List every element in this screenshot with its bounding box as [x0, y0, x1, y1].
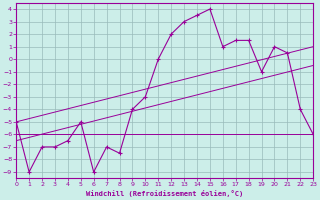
X-axis label: Windchill (Refroidissement éolien,°C): Windchill (Refroidissement éolien,°C)	[86, 190, 243, 197]
